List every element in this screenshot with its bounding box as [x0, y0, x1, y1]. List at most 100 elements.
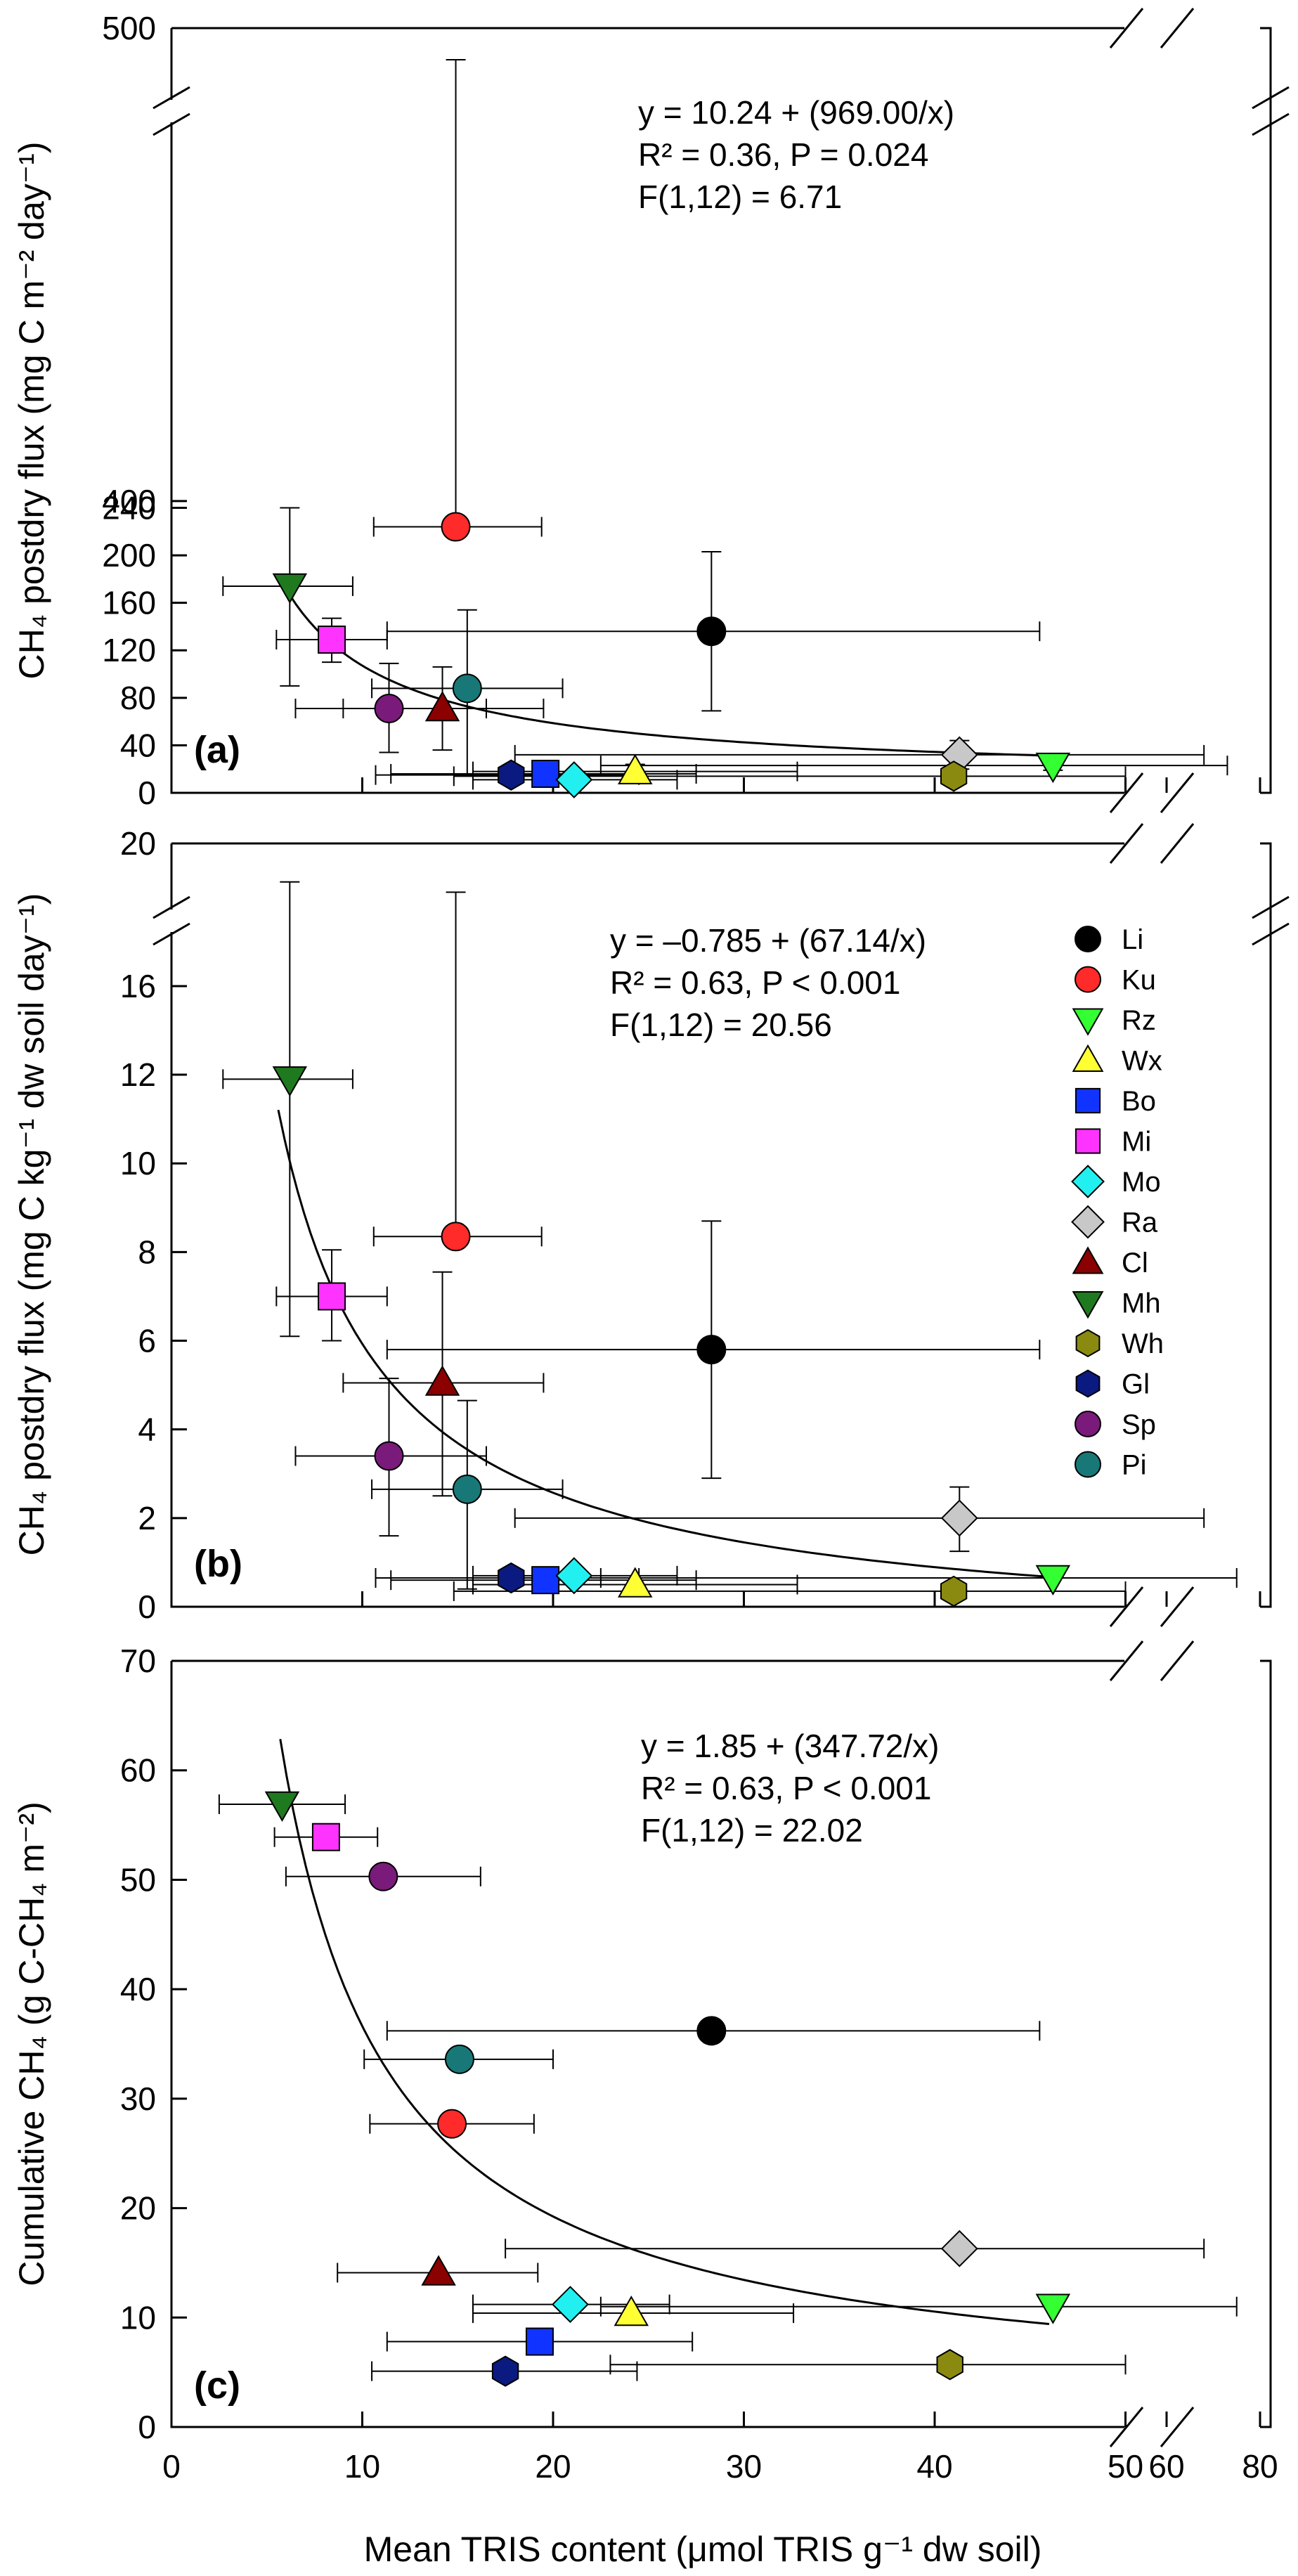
- point-Bo: [531, 759, 560, 788]
- point-Rz: [1035, 2293, 1071, 2324]
- fit-curve: [279, 1739, 1050, 2325]
- y-break-mark: [1252, 922, 1290, 946]
- y-break-mark: [152, 922, 190, 946]
- y-tick-label: 40: [120, 1971, 156, 2007]
- y-tick-label: 20: [120, 825, 156, 862]
- point-Bo: [531, 1566, 560, 1595]
- y-tick-label: 40: [120, 727, 156, 763]
- panel-b-annotation: y = –0.785 + (67.14/x) R² = 0.63, P < 0.…: [610, 922, 926, 1043]
- point-Pi: [444, 2044, 474, 2074]
- y-tick-label: 8: [138, 1234, 156, 1270]
- point-Ra: [940, 1499, 978, 1537]
- legend-label-Mo: Mo: [1122, 1167, 1161, 1198]
- point-Wh: [940, 1575, 968, 1607]
- annotation-equation: y = 10.24 + (969.00/x): [638, 94, 954, 131]
- error-bar-Ra: [514, 1486, 1205, 1553]
- point-Rz: [1035, 752, 1071, 784]
- point-Wx: [614, 2296, 649, 2326]
- point-Ku: [441, 512, 471, 542]
- point-Wx: [618, 1567, 653, 1598]
- annotation-r2: R² = 0.36, P = 0.024: [638, 136, 928, 173]
- point-Li: [696, 1335, 727, 1365]
- y-break-mark: [152, 112, 190, 136]
- x-break-mark: [1109, 2407, 1144, 2447]
- point-Gl: [491, 2355, 519, 2387]
- y-tick-label: 0: [138, 2409, 156, 2445]
- y-tick-label: 2: [138, 1500, 156, 1536]
- legend-label-Pi: Pi: [1122, 1450, 1147, 1481]
- legend-marker-Bo: [1075, 1087, 1101, 1114]
- x-tick-label: 0: [162, 2448, 181, 2485]
- legend-label-Sp: Sp: [1122, 1409, 1156, 1440]
- legend-marker-Wh: [1075, 1328, 1101, 1358]
- point-Rz: [1035, 1565, 1071, 1596]
- y-tick-label: 80: [120, 680, 156, 716]
- x-break-mark: [1160, 823, 1195, 864]
- annotation-equation: y = 1.85 + (347.72/x): [641, 1728, 940, 1764]
- y-break-gap: [166, 910, 177, 932]
- legend-marker-Sp: [1075, 1411, 1101, 1437]
- point-Ra: [940, 2229, 978, 2267]
- error-bar-Ku: [372, 891, 543, 1247]
- x-break-mark: [1160, 1586, 1195, 1627]
- y-tick-label: 16: [120, 968, 156, 1004]
- legend-label-Wx: Wx: [1122, 1046, 1162, 1077]
- panel-b: 0 2 4 6 8 10 12 16 20 (b) CH₄ postdry flux (mg C…: [12, 823, 1290, 1627]
- point-Bo: [525, 2327, 554, 2356]
- legend-marker-Rz: [1072, 1008, 1104, 1036]
- legend-marker-Wx: [1072, 1044, 1104, 1073]
- legend: Li Ku Rz Wx Bo Mi Mo Ra Cl Mh Wh Gl Sp Pi: [1071, 924, 1164, 1481]
- point-Gl: [498, 1562, 525, 1594]
- y-tick-label: 12: [120, 1056, 156, 1093]
- error-bar-Ra: [505, 2239, 1205, 2259]
- point-Pi: [452, 673, 482, 704]
- point-Cl: [424, 691, 460, 722]
- point-Mh: [264, 1791, 300, 1823]
- x-tick-label: 50: [1108, 2448, 1143, 2485]
- y-break-mark: [152, 895, 190, 919]
- legend-label-Mh: Mh: [1122, 1288, 1161, 1319]
- point-Wx: [618, 753, 653, 784]
- legend-label-Ra: Ra: [1122, 1208, 1158, 1238]
- point-Wh: [936, 2349, 963, 2381]
- annotation-r2: R² = 0.63, P < 0.001: [610, 964, 900, 1001]
- error-bar-Mh: [222, 881, 353, 1338]
- x-tick-label: 30: [726, 2448, 762, 2485]
- point-Sp: [374, 694, 404, 724]
- point-Li: [696, 2016, 727, 2046]
- x-break-mark: [1109, 8, 1144, 48]
- x-tick-label: 40: [916, 2448, 952, 2485]
- x-tick-label: 20: [535, 2448, 571, 2485]
- legend-label-Gl: Gl: [1122, 1369, 1150, 1400]
- x-break-mark: [1160, 772, 1195, 813]
- legend-marker-Mo: [1071, 1165, 1105, 1198]
- panel-c-annotation: y = 1.85 + (347.72/x) R² = 0.63, P < 0.0…: [641, 1728, 940, 1849]
- x-tick-label: 80: [1242, 2448, 1278, 2485]
- panel-b-ylabel: CH₄ postdry flux (mg C kg⁻¹ dw soil day⁻…: [12, 893, 51, 1556]
- x-break-mark: [1160, 1640, 1195, 1681]
- y-break-mark: [152, 86, 190, 110]
- annotation-f: F(1,12) = 20.56: [610, 1007, 832, 1043]
- point-Ku: [441, 1222, 471, 1252]
- point-Mo: [552, 2286, 589, 2324]
- x-break-mark: [1109, 1586, 1144, 1627]
- annotation-f: F(1,12) = 6.71: [638, 179, 842, 215]
- annotation-equation: y = –0.785 + (67.14/x): [610, 922, 926, 959]
- x-tick-label: 60: [1148, 2448, 1184, 2485]
- x-break-mark: [1160, 2407, 1195, 2447]
- panel-c: 0 10 20 30 40 50 60 70 (c) Cumulative CH₄ (g C-…: [12, 1640, 1272, 2447]
- error-bar-Ra: [514, 739, 1205, 770]
- point-Mo: [555, 761, 593, 798]
- point-Mi: [318, 1282, 346, 1311]
- legend-label-Bo: Bo: [1122, 1086, 1156, 1117]
- x-tick-label: 10: [344, 2448, 380, 2485]
- legend-label-Mi: Mi: [1122, 1127, 1151, 1158]
- y-tick-label: 4: [138, 1411, 156, 1448]
- y-break-mark: [1252, 86, 1290, 110]
- legend-label-Rz: Rz: [1122, 1005, 1156, 1036]
- error-bar-Wh: [453, 1581, 1127, 1601]
- annotation-r2: R² = 0.63, P < 0.001: [641, 1770, 931, 1806]
- y-tick-label: 20: [120, 2190, 156, 2227]
- legend-marker-Ku: [1075, 966, 1101, 993]
